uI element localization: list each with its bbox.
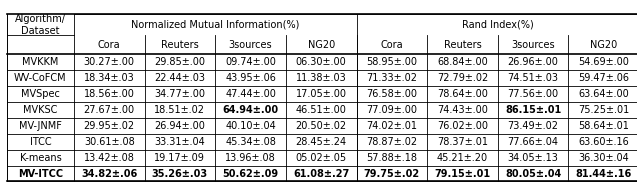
Text: 18.34±.03: 18.34±.03 [84,73,134,83]
Text: 13.96±.08: 13.96±.08 [225,153,276,163]
Text: NG20: NG20 [308,40,335,50]
Text: 35.26±.03: 35.26±.03 [152,169,208,178]
Text: 63.60±.16: 63.60±.16 [579,137,629,147]
Text: 40.10±.04: 40.10±.04 [225,121,276,131]
Text: 17.05±.00: 17.05±.00 [296,89,347,99]
Text: 29.85±.00: 29.85±.00 [154,57,205,67]
Text: 47.44±.00: 47.44±.00 [225,89,276,99]
Text: 26.96±.00: 26.96±.00 [508,57,559,67]
Text: 29.95±.02: 29.95±.02 [84,121,135,131]
Text: 46.51±.00: 46.51±.00 [296,105,347,115]
Text: 86.15±.01: 86.15±.01 [505,105,561,115]
Text: 81.44±.16: 81.44±.16 [575,169,632,178]
Text: 45.34±.08: 45.34±.08 [225,137,276,147]
Text: MVSpec: MVSpec [21,89,60,99]
Text: 72.79±.02: 72.79±.02 [437,73,488,83]
Text: ITCC: ITCC [29,137,51,147]
Text: 19.17±.09: 19.17±.09 [154,153,205,163]
Text: 77.66±.04: 77.66±.04 [508,137,559,147]
Text: 3sources: 3sources [228,40,273,50]
Text: 13.42±.08: 13.42±.08 [84,153,134,163]
Text: 59.47±.06: 59.47±.06 [579,73,629,83]
Text: 33.31±.04: 33.31±.04 [154,137,205,147]
Text: 63.64±.00: 63.64±.00 [579,89,629,99]
Text: 26.94±.00: 26.94±.00 [154,121,205,131]
Text: 36.30±.04: 36.30±.04 [579,153,629,163]
Text: 58.64±.01: 58.64±.01 [579,121,629,131]
Text: 54.69±.00: 54.69±.00 [579,57,629,67]
Text: 28.45±.24: 28.45±.24 [296,137,347,147]
Text: 75.25±.01: 75.25±.01 [578,105,629,115]
Text: 74.02±.01: 74.02±.01 [366,121,417,131]
Text: 61.08±.27: 61.08±.27 [293,169,349,178]
Text: 18.51±.02: 18.51±.02 [154,105,205,115]
Text: 58.95±.00: 58.95±.00 [366,57,417,67]
Text: Normalized Mutual Information(%): Normalized Mutual Information(%) [131,20,300,30]
Text: 78.37±.01: 78.37±.01 [437,137,488,147]
Text: 43.95±.06: 43.95±.06 [225,73,276,83]
Text: 34.82±.06: 34.82±.06 [81,169,138,178]
Text: MVKKM: MVKKM [22,57,59,67]
Text: 20.50±.02: 20.50±.02 [296,121,347,131]
Text: 27.67±.00: 27.67±.00 [84,105,135,115]
Text: Rand Index(%): Rand Index(%) [462,20,534,30]
Text: 34.05±.13: 34.05±.13 [508,153,559,163]
Text: 09.74±.00: 09.74±.00 [225,57,276,67]
Text: WV-CoFCM: WV-CoFCM [14,73,67,83]
Text: 80.05±.04: 80.05±.04 [505,169,561,178]
Text: 34.77±.00: 34.77±.00 [154,89,205,99]
Text: MV-ITCC: MV-ITCC [18,169,63,178]
Text: 30.27±.00: 30.27±.00 [84,57,135,67]
Text: 78.87±.02: 78.87±.02 [366,137,417,147]
Text: 45.21±.20: 45.21±.20 [437,153,488,163]
Text: 64.94±.00: 64.94±.00 [223,105,278,115]
Text: 30.61±.08: 30.61±.08 [84,137,134,147]
Text: Reuters: Reuters [444,40,481,50]
Text: 78.64±.00: 78.64±.00 [437,89,488,99]
Text: MV-JNMF: MV-JNMF [19,121,62,131]
Text: 57.88±.18: 57.88±.18 [366,153,417,163]
Text: 79.75±.02: 79.75±.02 [364,169,420,178]
Text: 77.56±.00: 77.56±.00 [508,89,559,99]
Text: Reuters: Reuters [161,40,199,50]
Text: 77.09±.00: 77.09±.00 [366,105,417,115]
Text: MVKSC: MVKSC [23,105,58,115]
Text: Cora: Cora [381,40,403,50]
Text: 71.33±.02: 71.33±.02 [366,73,417,83]
Text: 18.56±.00: 18.56±.00 [84,89,134,99]
Text: 50.62±.09: 50.62±.09 [223,169,278,178]
Text: 79.15±.01: 79.15±.01 [435,169,490,178]
Text: 11.38±.03: 11.38±.03 [296,73,347,83]
Text: 76.58±.00: 76.58±.00 [366,89,417,99]
Text: Algorithm/
Dataset: Algorithm/ Dataset [15,14,66,36]
Text: 73.49±.02: 73.49±.02 [508,121,559,131]
Text: 05.02±.05: 05.02±.05 [296,153,347,163]
Text: Cora: Cora [98,40,120,50]
Text: 76.02±.00: 76.02±.00 [437,121,488,131]
Text: 74.51±.03: 74.51±.03 [508,73,559,83]
Text: 22.44±.03: 22.44±.03 [154,73,205,83]
Text: NG20: NG20 [590,40,618,50]
Text: 3sources: 3sources [511,40,555,50]
Text: 68.84±.00: 68.84±.00 [437,57,488,67]
Text: 74.43±.00: 74.43±.00 [437,105,488,115]
Text: K-means: K-means [20,153,61,163]
Text: 06.30±.00: 06.30±.00 [296,57,347,67]
